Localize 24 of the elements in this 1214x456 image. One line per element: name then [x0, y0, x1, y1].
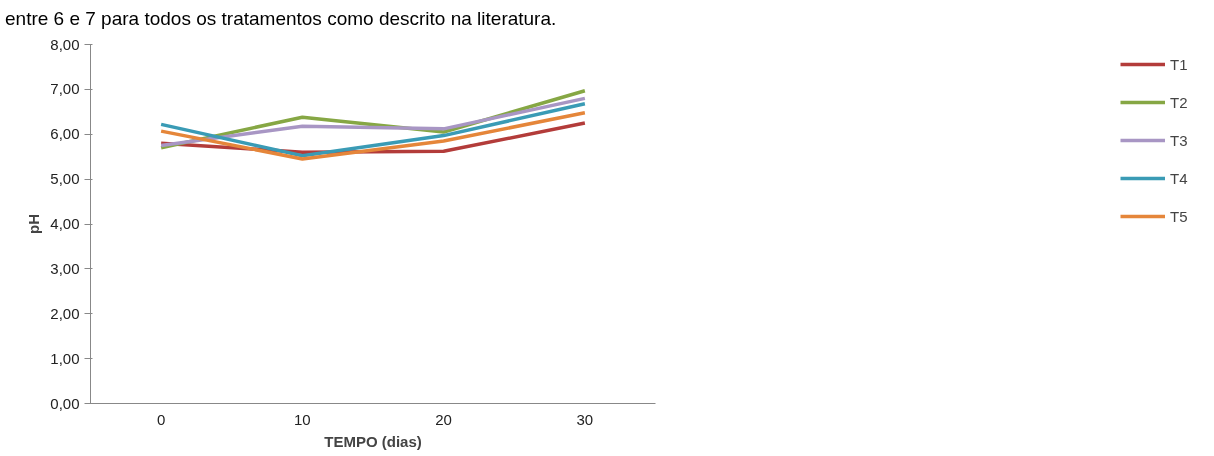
text: entre 6 e 7 para todos os tratamentos como descrito na literatura.: [5, 7, 557, 31]
y-tick-label: 3,00: [50, 259, 80, 277]
y-tick-label: 8,00: [50, 35, 80, 53]
x-axis-title: TEMPO (dias): [324, 432, 422, 450]
y-tick-label: 6,00: [50, 125, 80, 143]
y-tick-label: 2,00: [50, 304, 80, 322]
y-tick-label: 5,00: [50, 170, 80, 188]
x-tick-label: 0: [156, 410, 166, 428]
y-tick-label: 7,00: [50, 80, 80, 98]
line-series: [159, 110, 587, 161]
legend-label: T2: [1170, 93, 1189, 111]
line-series: [159, 101, 587, 158]
x-tick-label: 30: [576, 410, 594, 428]
y-tick-label: 0,00: [50, 394, 80, 412]
y-tick-label: 1,00: [50, 349, 80, 367]
legend-label: T3: [1170, 131, 1189, 149]
legend-label: T4: [1170, 169, 1189, 187]
legend-label: T1: [1170, 55, 1189, 73]
y-axis-title: pH: [25, 214, 43, 234]
x-tick-label: 10: [294, 410, 311, 428]
line-series: [159, 96, 587, 148]
x-tick-label: 20: [435, 410, 452, 428]
y-tick-label: 4,00: [50, 215, 80, 232]
legend-label: T5: [1170, 207, 1189, 225]
